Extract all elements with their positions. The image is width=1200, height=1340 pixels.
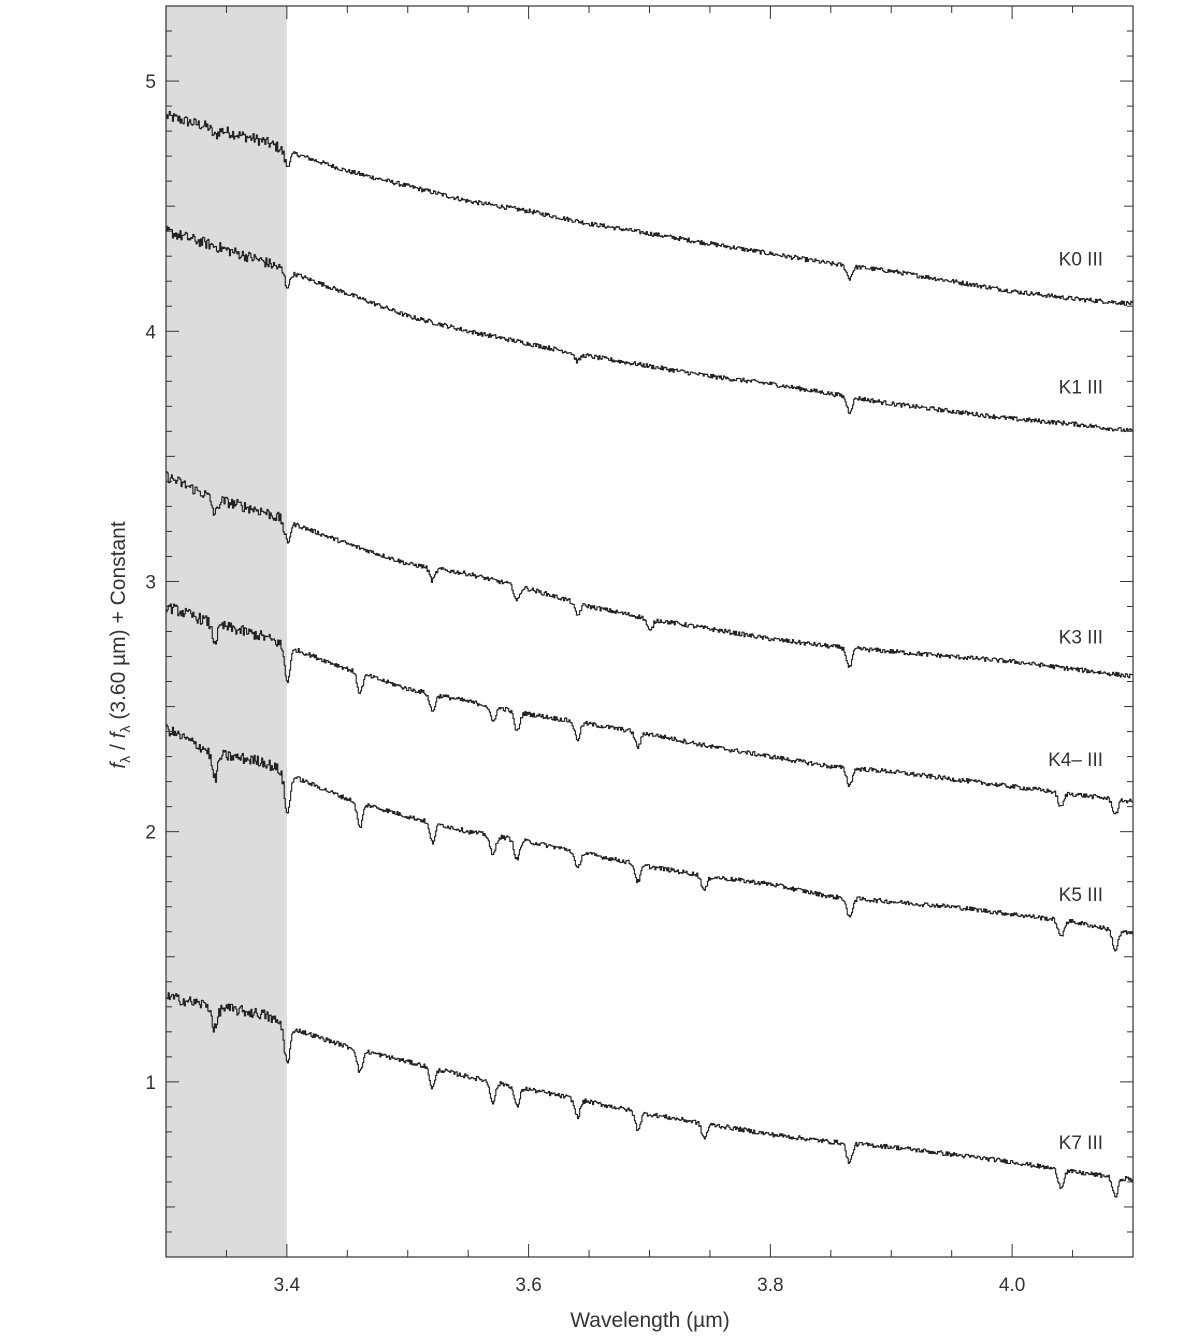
plot-frame [165,5,1134,1258]
series-label: K7 III [1059,1133,1103,1154]
y-tick-label: 1 [145,1073,156,1094]
y-tick-label: 3 [145,572,156,593]
x-tick-label: 3.6 [515,1275,541,1296]
spectra-group [166,110,1134,1198]
series-label: K3 III [1059,628,1103,649]
x-tick-labels: 3.4 3.6 3.8 4.0 [274,1275,1026,1296]
spectrum-line [166,225,1134,433]
spectrum-line [166,992,1134,1198]
y-label-f2: f [107,730,130,738]
shaded-region [166,6,287,1257]
x-tick-label: 3.4 [274,1275,301,1296]
y-label-sub2: λ [117,725,133,732]
y-tick-label: 4 [145,322,156,343]
series-labels: K0 III K1 III K3 III K4– III K5 III K7 III [1048,250,1103,1154]
x-axis-label: Wavelength (µm) [570,1309,730,1332]
y-axis-label: fλ / fλ (3.60 µm) + Constant [107,521,133,768]
series-label: K0 III [1059,250,1103,271]
x-tick-label: 3.8 [757,1275,783,1296]
y-label-slash: / [107,738,130,756]
x-tick-label: 4.0 [999,1275,1025,1296]
y-label-rest: (3.60 µm) + Constant [107,521,130,725]
spectrum-line [166,471,1134,679]
y-tick-labels: 1 2 3 4 5 [145,72,156,1094]
y-tick-label: 2 [145,823,156,844]
y-tick-label: 5 [145,72,156,93]
series-label: K1 III [1059,377,1103,398]
spectrum-line [166,603,1134,815]
series-label: K5 III [1059,885,1103,906]
spectrum-line [166,724,1134,952]
tick-marks [166,6,1133,1257]
spectrum-line [166,110,1134,306]
series-label: K4– III [1048,750,1103,771]
y-label-f1: f [107,761,130,769]
y-label-sub1: λ [117,756,133,763]
